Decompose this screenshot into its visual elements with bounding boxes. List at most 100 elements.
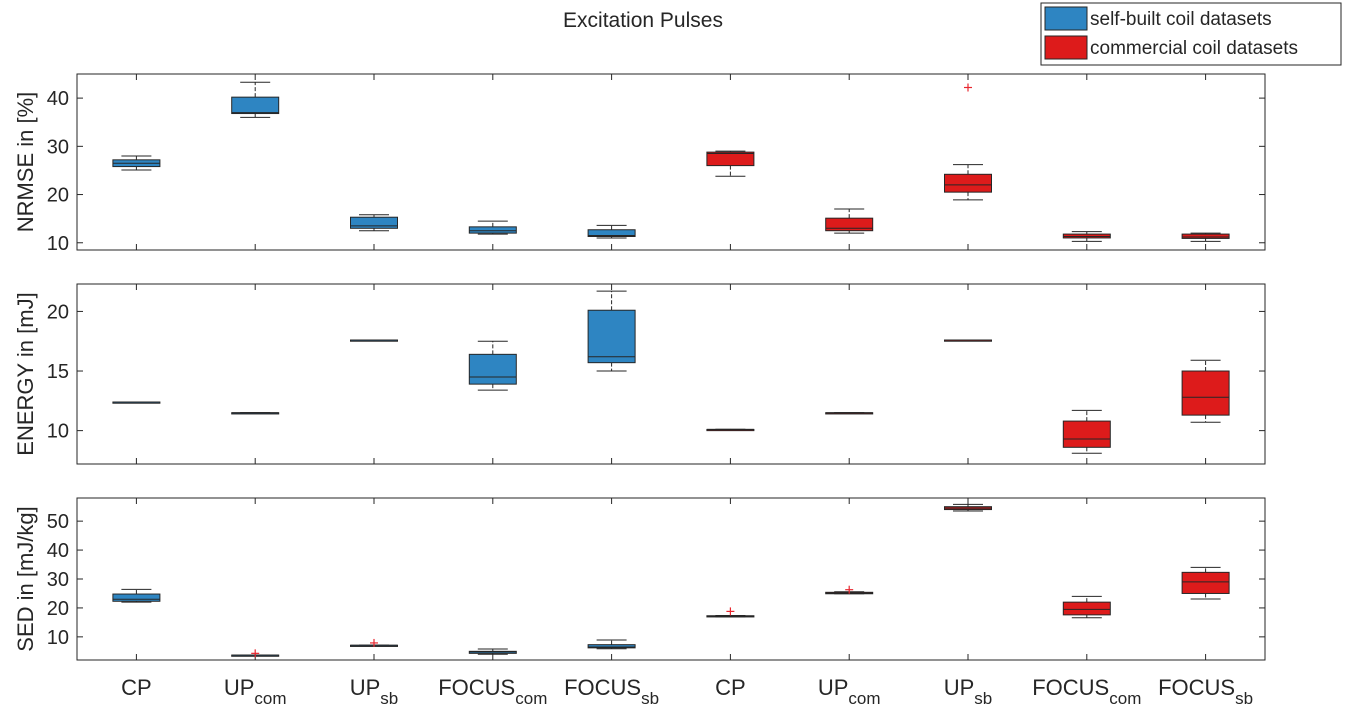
x-tick-label-base: UP xyxy=(818,675,849,700)
box-focus-sb-self-built xyxy=(587,224,636,239)
x-tick-label: UPsb xyxy=(350,675,399,708)
panels: 10 20 30 40 NRMSE in [%] 10 15 20 ENERGY in [mJ]… xyxy=(13,73,1266,661)
box-cp-commercial xyxy=(706,150,755,177)
box-cp-self-built xyxy=(112,401,161,404)
box-focus-com-self-built xyxy=(468,648,517,655)
box-body xyxy=(825,217,874,232)
x-tick-label-subscript: com xyxy=(515,689,547,708)
x-tick-label-base: CP xyxy=(715,675,746,700)
y-tick-label: 20 xyxy=(47,598,69,620)
box-up-com-self-built xyxy=(231,81,280,118)
legend: self-built coil datasets commercial coil … xyxy=(1040,2,1342,66)
box-cp-commercial xyxy=(706,607,755,618)
axes-frame xyxy=(76,497,1266,661)
x-tick-label-base: FOCUS xyxy=(438,675,515,700)
box-up-com-commercial xyxy=(825,585,874,595)
y-tick-label: 30 xyxy=(47,569,69,591)
box-up-sb-self-built xyxy=(350,339,398,342)
x-tick-label: FOCUScom xyxy=(438,675,547,708)
y-axis-label: SED in [mJ/kg] xyxy=(13,506,38,651)
x-tick-labels: CP UPcom UPsb FOCUScom FOCUSsb CP UPcom UPsb FOC… xyxy=(121,675,1253,708)
legend-swatch xyxy=(1044,35,1088,60)
x-tick-label: FOCUSsb xyxy=(1158,675,1253,708)
panel-2: 10 15 20 ENERGY in [mJ] xyxy=(13,283,1266,465)
chart-title: Excitation Pulses xyxy=(563,9,723,32)
y-axis-label: ENERGY in [mJ] xyxy=(13,292,38,455)
box-cp-self-built xyxy=(112,155,161,171)
box-body xyxy=(706,151,755,167)
x-tick-label: UPsb xyxy=(944,675,993,708)
axes-frame xyxy=(76,73,1266,251)
box-up-sb-commercial xyxy=(944,83,992,201)
box-cp-self-built xyxy=(112,588,161,603)
y-axis-label: NRMSE in [%] xyxy=(13,92,38,233)
x-tick-label-subscript: sb xyxy=(380,689,398,708)
x-tick-label-base: FOCUS xyxy=(564,675,641,700)
box-focus-sb-self-built xyxy=(587,290,636,372)
box-body xyxy=(587,229,636,237)
x-tick-label: UPcom xyxy=(818,675,881,708)
x-tick-label: CP xyxy=(715,675,746,700)
x-tick-label: CP xyxy=(121,675,152,700)
box-focus-com-commercial xyxy=(1062,231,1111,242)
box-body xyxy=(1181,571,1230,594)
y-tick-label: 15 xyxy=(47,361,69,383)
box-body xyxy=(944,173,992,193)
y-tick-label: 10 xyxy=(47,627,69,649)
box-up-com-self-built xyxy=(231,412,280,415)
y-tick-label: 40 xyxy=(47,88,69,110)
box-body xyxy=(587,644,636,649)
y-tick-label: 20 xyxy=(47,185,69,207)
x-tick-label-base: UP xyxy=(224,675,255,700)
y-tick-label: 10 xyxy=(47,421,69,443)
box-focus-com-commercial xyxy=(1062,409,1111,454)
panel-1: 10 20 30 40 NRMSE in [%] xyxy=(13,73,1266,255)
box-body xyxy=(1181,233,1230,239)
y-tick-label: 50 xyxy=(47,511,69,533)
box-body xyxy=(1062,601,1111,616)
x-tick-label: FOCUScom xyxy=(1032,675,1141,708)
axes-frame xyxy=(76,283,1266,465)
box-focus-com-self-built xyxy=(468,220,517,235)
x-tick-label-base: CP xyxy=(121,675,152,700)
box-body xyxy=(350,216,398,229)
box-cp-commercial xyxy=(706,428,755,432)
y-tick-label: 10 xyxy=(47,233,69,255)
x-tick-label-base: FOCUS xyxy=(1032,675,1109,700)
box-focus-sb-commercial xyxy=(1181,232,1230,242)
x-tick-label-base: UP xyxy=(350,675,381,700)
x-tick-label-subscript: sb xyxy=(641,689,659,708)
box-focus-com-self-built xyxy=(468,340,517,391)
x-tick-label-subscript: com xyxy=(254,689,286,708)
box-up-sb-commercial xyxy=(944,503,992,512)
legend-swatch xyxy=(1044,6,1088,31)
x-tick-label-base: UP xyxy=(944,675,975,700)
panel-3: 10 20 30 40 50 SED in [mJ/kg] xyxy=(13,497,1266,661)
box-body xyxy=(1181,370,1230,416)
legend-frame xyxy=(1040,2,1342,66)
y-tick-label: 20 xyxy=(47,301,69,323)
box-up-com-commercial xyxy=(825,412,874,415)
x-tick-label-base: FOCUS xyxy=(1158,675,1235,700)
x-tick-label-subscript: sb xyxy=(1235,689,1253,708)
box-body xyxy=(468,226,517,234)
box-focus-com-commercial xyxy=(1062,595,1111,619)
y-tick-label: 40 xyxy=(47,540,69,562)
box-up-com-self-built xyxy=(231,649,280,658)
box-up-sb-self-built xyxy=(350,638,398,647)
box-body xyxy=(468,353,517,385)
x-tick-label-subscript: com xyxy=(848,689,880,708)
legend-label: self-built coil datasets xyxy=(1090,9,1272,30)
box-focus-sb-commercial xyxy=(1181,566,1230,600)
box-up-com-commercial xyxy=(825,208,874,234)
box-body xyxy=(231,96,280,115)
x-tick-label: FOCUSsb xyxy=(564,675,659,708)
box-body xyxy=(1062,420,1111,448)
box-up-sb-self-built xyxy=(350,214,398,232)
box-focus-sb-self-built xyxy=(587,639,636,650)
y-tick-label: 30 xyxy=(47,136,69,158)
box-up-sb-commercial xyxy=(944,339,992,342)
x-tick-label: UPcom xyxy=(224,675,287,708)
box-body xyxy=(112,593,161,602)
